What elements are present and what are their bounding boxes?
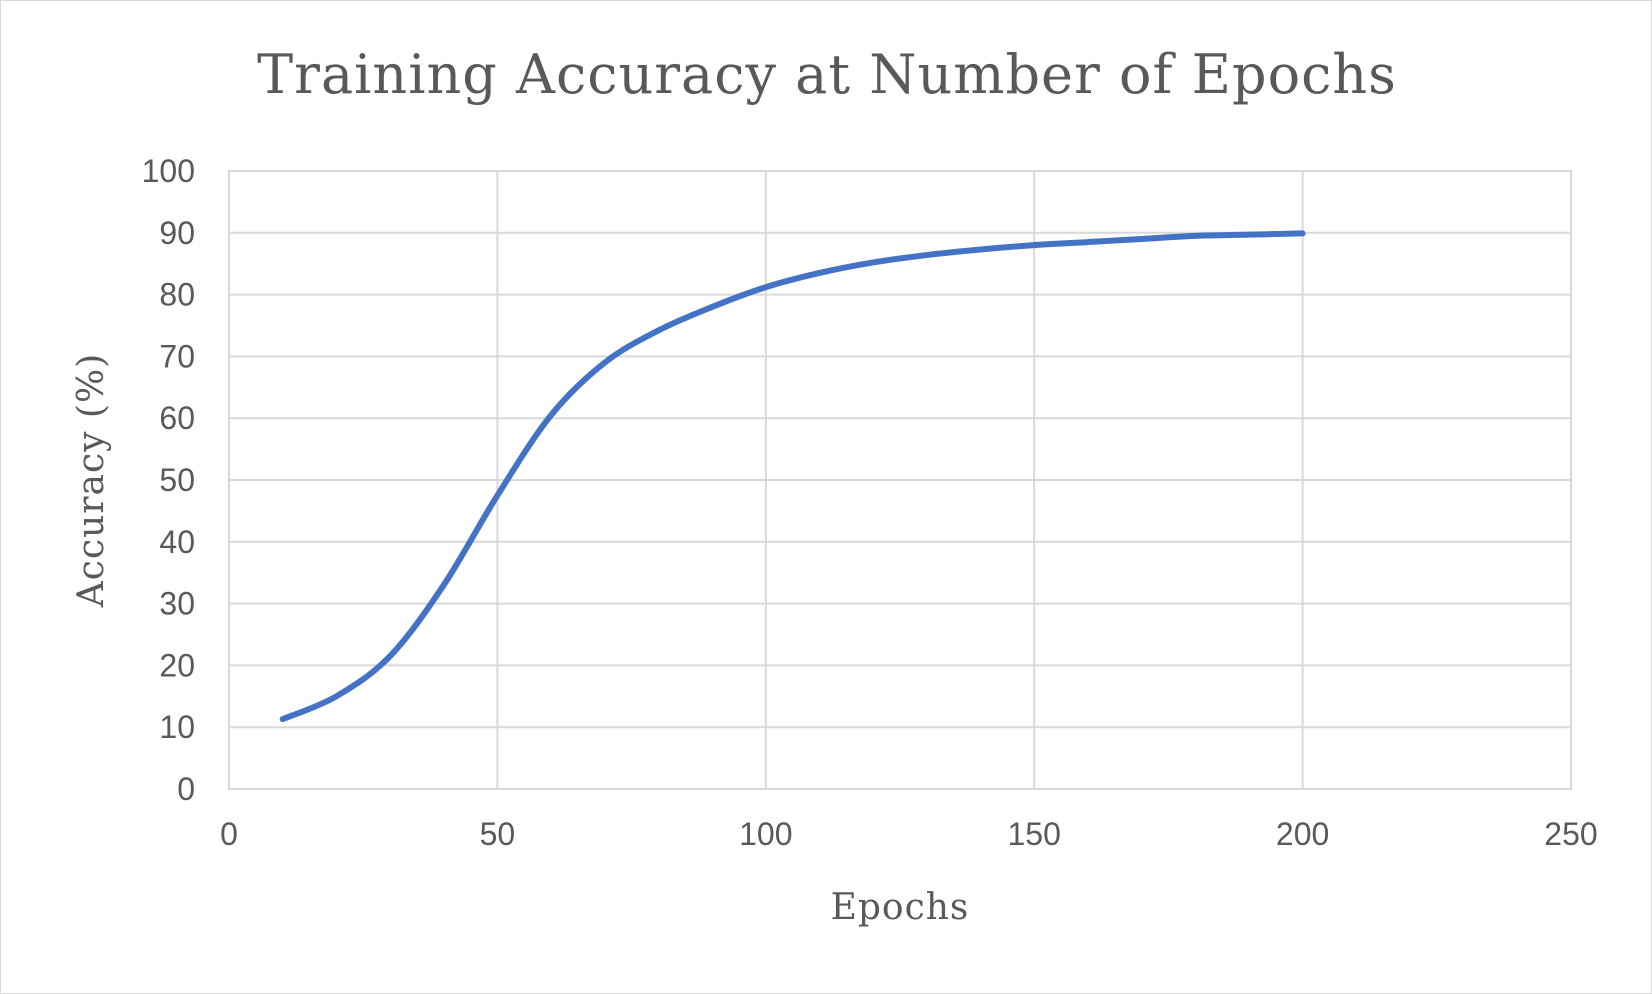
y-tick-label: 80	[159, 277, 195, 313]
y-tick-label: 0	[177, 771, 195, 807]
y-tick-label: 70	[159, 338, 195, 374]
y-tick-label: 30	[159, 586, 195, 622]
series-layer	[279, 230, 1306, 723]
y-tick-label: 90	[159, 215, 195, 251]
y-tick-label: 20	[159, 647, 195, 683]
chart-title: Training Accuracy at Number of Epochs	[257, 43, 1397, 106]
y-tick-label: 100	[142, 153, 195, 189]
x-axis: 0 50 100 150 200 250	[220, 816, 1598, 852]
y-tick-label: 60	[159, 400, 195, 436]
y-tick-label: 50	[159, 462, 195, 498]
y-axis-title: Accuracy (%)	[71, 353, 112, 608]
grid	[228, 170, 1572, 790]
x-tick-label: 100	[739, 816, 792, 852]
x-tick-label: 250	[1544, 816, 1597, 852]
x-tick-label: 0	[220, 816, 238, 852]
plot-area	[228, 170, 1572, 790]
x-axis-title: Epochs	[831, 887, 970, 928]
series-line	[279, 230, 1306, 723]
x-tick-label: 50	[480, 816, 516, 852]
y-tick-label: 10	[159, 709, 195, 745]
x-tick-label: 150	[1008, 816, 1061, 852]
y-axis: 0 10 20 30 40 50 60 70 80 90 100	[142, 153, 195, 807]
y-tick-label: 40	[159, 524, 195, 560]
x-tick-label: 200	[1276, 816, 1329, 852]
